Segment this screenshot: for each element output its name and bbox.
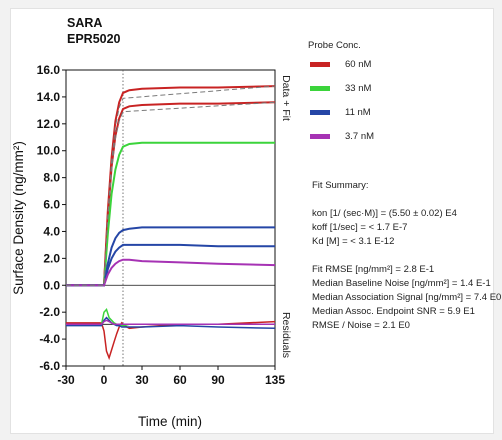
y-tick-label: 10.0 [37,144,61,158]
chart-title-line2: EPR5020 [67,32,121,46]
legend-title: Probe Conc. [308,40,361,51]
fit-summary: Fit Summary: kon [1/ (sec·M)] = (5.50 ± … [312,180,501,331]
x-axis-label: Time (min) [138,414,202,429]
x-tick-label: 0 [101,373,108,387]
y-tick-label: 8.0 [43,171,60,185]
fit-rmse: Fit RMSE [ng/mm²] = 2.8 E-1 [312,264,434,275]
y-tick-label: -6.0 [39,359,60,373]
y-tick-label: 12.0 [37,117,61,131]
fit-rmse-noise: RMSE / Noise = 2.1 E0 [312,320,410,331]
legend-swatch-33nm [310,86,330,91]
legend-swatch-60nm [310,62,330,67]
y-tick-label: 4.0 [43,224,60,238]
x-tick-label: 90 [211,373,225,387]
sensorgram-series [66,258,276,287]
legend: Probe Conc. 60 nM 33 nM 11 nM 3.7 nM [308,40,374,142]
y-tick-label: 6.0 [43,198,60,212]
legend-label-33nm: 33 nM [345,83,371,94]
sensorgram-series [66,226,275,287]
y-tick-label: -2.0 [39,305,60,319]
fit-koff: koff [1/sec] = < 1.7 E-7 [312,222,407,233]
fit-curve [66,101,276,286]
data-fit-side-label: Data + Fit [280,75,292,121]
y-tick-label: 0.0 [43,278,60,292]
legend-label-3-7nm: 3.7 nM [345,131,374,142]
y-tick-label: -4.0 [39,332,60,346]
x-tick-label: -30 [57,373,75,387]
sensorgram-series [66,243,275,287]
legend-label-11nm: 11 nM [345,107,371,118]
fit-kon: kon [1/ (sec·M)] = (5.50 ± 0.02) E4 [312,208,457,219]
fit-association-signal: Median Association Signal [ng/mm²] = 7.4… [312,292,501,303]
fit-baseline-noise: Median Baseline Noise [ng/mm²] = 1.4 E-1 [312,278,491,289]
legend-label-60nm: 60 nM [345,59,371,70]
fit-kd: Kd [M] = < 3.1 E-12 [312,236,394,247]
fit-summary-heading: Fit Summary: [312,180,368,191]
residual-series [66,319,275,326]
fit-endpoint-snr: Median Assoc. Endpoint SNR = 5.9 E1 [312,306,475,317]
x-tick-label: 30 [135,373,149,387]
y-axis-label: Surface Density (ng/mm²) [11,141,26,295]
chart-title-line1: SARA [67,16,102,30]
legend-swatch-11nm [310,110,330,115]
legend-swatch-3-7nm [310,134,330,139]
plot-area [65,69,276,367]
sensorgram-series [66,141,275,287]
y-tick-label: 14.0 [37,90,61,104]
residual-series [66,316,276,330]
sensorgram-series [66,101,276,287]
x-tick-label: 60 [173,373,187,387]
x-tick-label: 135 [265,373,285,387]
y-tick-label: 16.0 [37,63,61,77]
residuals-side-label: Residuals [280,312,292,358]
y-tick-label: 2.0 [43,251,60,265]
